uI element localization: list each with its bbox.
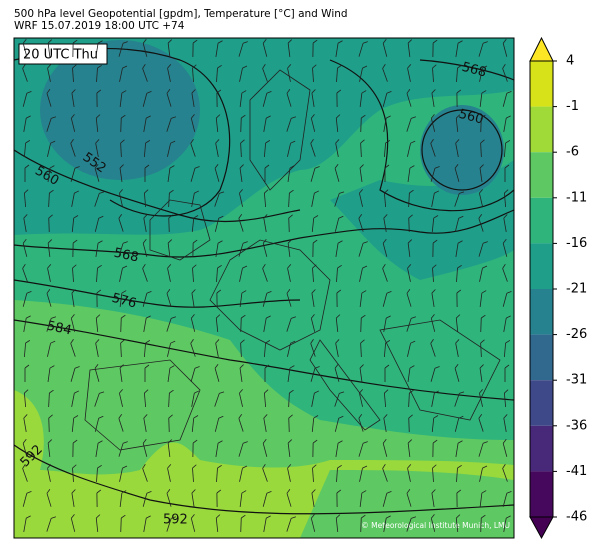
colorbar-tick-label: -16	[566, 236, 587, 251]
colorbar-tick-label: -46	[566, 510, 587, 525]
colorbar-band	[530, 426, 553, 472]
colorbar-tick-label: -11	[566, 190, 587, 205]
colorbar-tick-label: -41	[566, 464, 587, 479]
colorbar-tick-label: -26	[566, 327, 587, 342]
colorbar-tick-label: -6	[566, 145, 579, 160]
colorbar-tick-label: -31	[566, 373, 587, 388]
colorbar-tick-label: -21	[566, 282, 587, 297]
colorbar-tick-label: -36	[566, 418, 587, 433]
colorbar: 4 -1 -6 -11 -16 -21 -26 -31 -36 -41 -46	[530, 38, 587, 538]
colorbar-band	[530, 335, 553, 381]
title: 500 hPa level Geopotential [gpdm], Tempe…	[14, 8, 348, 20]
colorbar-band	[530, 471, 553, 517]
colorbar-band	[530, 61, 553, 107]
colorbar-band	[530, 152, 553, 198]
map	[14, 38, 514, 538]
colorbar-tick-label: 4	[566, 54, 574, 69]
colorbar-band	[530, 107, 553, 153]
colorbar-extend-bottom	[530, 517, 553, 538]
subtitle: WRF 15.07.2019 18:00 UTC +74	[14, 20, 185, 32]
colorbar-band	[530, 243, 553, 289]
credit: © Meteorological Institute Munich, LMU	[361, 521, 510, 530]
contour-label: 592	[163, 513, 188, 528]
colorbar-band	[530, 198, 553, 244]
time-label: 20 UTC Thu	[23, 48, 98, 63]
colorbar-band	[530, 380, 553, 426]
colorbar-tick-label: -1	[566, 99, 579, 114]
colorbar-extend-top	[530, 38, 553, 61]
colorbar-band	[530, 289, 553, 335]
